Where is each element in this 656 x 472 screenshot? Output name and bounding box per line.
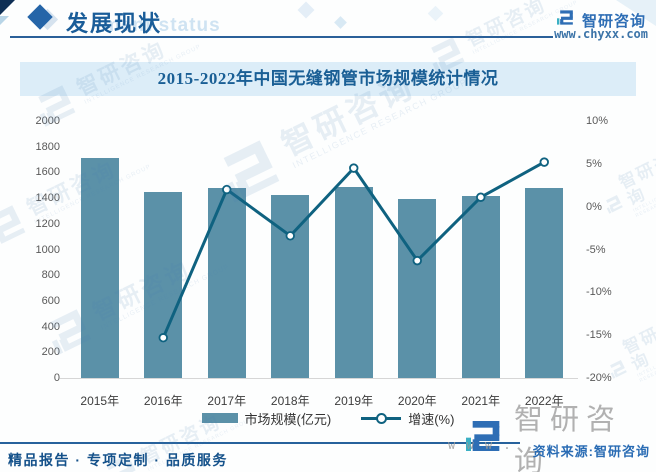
data-point-marker [158, 333, 168, 343]
bottom-right-watermark: 智研咨询 [466, 396, 656, 472]
legend-item: 增速(%) [361, 409, 454, 428]
brand-name: 智研咨询 [581, 12, 646, 30]
data-point-marker [349, 163, 359, 173]
header-watermark-text: ment status [103, 15, 221, 36]
bar-2019年 [334, 187, 373, 378]
watermark-url-fragment: w w w . [448, 438, 513, 452]
bar-2016年 [144, 191, 183, 378]
right-axis-tick: -10% [586, 286, 612, 299]
right-axis-tick: 5% [586, 157, 602, 170]
corner-triangle-small-icon [0, 16, 9, 25]
data-source-label: 资料来源:智研咨询 [532, 444, 650, 459]
legend-label: 市场规模(亿元) [244, 411, 332, 427]
x-axis-line [60, 378, 578, 379]
data-point-marker [539, 157, 549, 167]
legend-label: 增速(%) [408, 411, 455, 427]
left-axis-tick: 1000 [35, 243, 60, 256]
zhiyan-logo-icon [556, 8, 576, 32]
corner-triangle-right-icon [616, 0, 656, 26]
brand-logo: 智研咨询 [556, 8, 646, 32]
x-axis-label: 2015年 [80, 394, 120, 408]
bar-2015年 [80, 157, 119, 378]
x-axis-label: 2022年 [524, 394, 564, 408]
data-point-marker [412, 255, 422, 266]
x-axis-label: 2021年 [461, 394, 501, 408]
brand-website-link[interactable]: www.chyxx.com [554, 27, 648, 41]
legend-item: 市场规模(亿元) [201, 409, 332, 428]
left-axis-tick: 1800 [35, 140, 60, 153]
right-axis-tick: 0% [586, 200, 602, 213]
chart-title-band: 2015-2022年中国无缝钢管市场规模统计情况 [20, 62, 636, 96]
growth-line [161, 160, 546, 339]
right-axis-tick: -5% [586, 243, 606, 256]
left-axis-tick: 1400 [35, 192, 60, 205]
left-axis-tick: 400 [41, 320, 60, 333]
chart-legend: 市场规模(亿元) 增速(%) [0, 408, 656, 428]
x-axis-label: 2019年 [334, 394, 374, 408]
x-axis-label: 2017年 [207, 394, 247, 408]
zhiyan-logo-icon [466, 416, 506, 461]
bar-2021年 [461, 196, 500, 378]
left-axis-tick: 1200 [35, 217, 60, 230]
growth-line-series [158, 157, 549, 343]
right-axis-tick: -20% [586, 372, 612, 384]
left-axis-tick: 600 [41, 294, 60, 307]
section-title: 发展现状 [66, 11, 163, 36]
chart-title: 2015-2022年中国无缝钢管市场规模统计情况 [157, 69, 499, 88]
x-axis-label: 2020年 [397, 394, 437, 408]
left-axis-tick: 0 [53, 372, 60, 384]
data-point-marker [285, 231, 295, 241]
right-axis-tick: -15% [586, 329, 612, 342]
x-axis-label: 2018年 [270, 394, 310, 408]
left-axis-tick: 800 [41, 269, 60, 282]
left-axis-tick: 1600 [35, 166, 60, 179]
data-point-marker [476, 192, 486, 202]
corner-triangle-icon [0, 0, 15, 15]
left-axis-tick: 200 [41, 346, 60, 359]
header-underline [10, 36, 553, 38]
legend-bar-swatch-icon [201, 413, 238, 423]
watermark-brand-text: 智研咨询 [514, 404, 623, 472]
footer-divider [0, 442, 520, 444]
legend-line-swatch-icon [361, 413, 402, 424]
bar-2020年 [398, 199, 437, 378]
right-axis-tick: 10% [586, 115, 609, 127]
bar-2022年 [525, 187, 564, 378]
data-point-marker [222, 184, 232, 195]
left-axis-tick: 2000 [35, 115, 60, 127]
x-axis-label: 2016年 [143, 394, 183, 408]
footer-tagline: 精品报告 · 专项定制 · 品质服务 [8, 452, 228, 468]
